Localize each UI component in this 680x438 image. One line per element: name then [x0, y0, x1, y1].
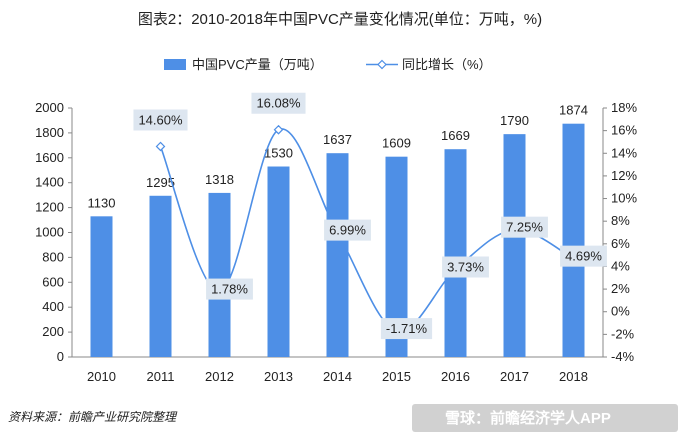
- bar: [326, 153, 349, 357]
- right-axis-tick-label: 12%: [611, 168, 637, 183]
- legend-bar-swatch: [164, 59, 186, 70]
- bar-value-label: 1669: [441, 128, 470, 143]
- growth-value-label: 3.73%: [447, 260, 484, 275]
- x-axis-tick-label: 2012: [205, 369, 234, 384]
- x-axis-tick-label: 2010: [87, 369, 116, 384]
- growth-value-label: 16.08%: [256, 96, 301, 111]
- watermark-text: 雪球：前瞻经济学人APP: [445, 409, 611, 427]
- left-axis-tick-label: 1000: [35, 225, 64, 240]
- x-axis-tick-label: 2014: [323, 369, 352, 384]
- growth-value-label-box: [380, 318, 433, 340]
- growth-value-label-box: [501, 216, 548, 238]
- growth-value-label: -1.71%: [386, 321, 428, 336]
- line-data-labels: 14.60% 1.78% 16.08% 6.99% -1.71% 3.73% 7.25% 4.…: [133, 92, 607, 340]
- growth-value-label-box: [133, 109, 188, 131]
- bar-value-label: 1790: [500, 113, 529, 128]
- bar: [90, 216, 113, 357]
- x-axis-tick-label: 2013: [264, 369, 293, 384]
- bar: [444, 149, 467, 357]
- growth-point: [273, 124, 284, 135]
- bar-value-label: 1130: [88, 195, 116, 210]
- bar: [562, 123, 585, 357]
- left-axis-tick-label: 0: [57, 349, 64, 364]
- left-axis-tick-label: 200: [42, 324, 64, 339]
- growth-value-label-box: [206, 278, 253, 300]
- growth-value-label: 7.25%: [506, 220, 543, 235]
- bar-value-label: 1874: [559, 103, 588, 118]
- left-axis-tick-label: 2000: [35, 100, 64, 115]
- left-axis-tick-label: 1400: [35, 175, 64, 190]
- growth-value-label-box: [251, 92, 306, 114]
- right-axis-tick-label: 4%: [611, 258, 630, 273]
- right-axis-tick-label: -4%: [611, 349, 635, 364]
- x-axis-tick-label: 2016: [441, 369, 470, 384]
- legend: 中国PVC产量（万吨） 同比增长（%）: [164, 57, 492, 72]
- bar-value-label: 1530: [264, 146, 293, 161]
- source-note: 资料来源：前瞻产业研究院整理: [8, 410, 178, 424]
- bar-value-label: 1637: [323, 132, 352, 147]
- left-axis-tick-label: 1600: [35, 150, 64, 165]
- right-axis-tick-label: 18%: [611, 100, 637, 115]
- right-axis-tick-label: 14%: [611, 145, 637, 160]
- growth-value-label-box: [442, 256, 489, 278]
- right-axis-tick-label: -2%: [611, 326, 635, 341]
- bar-series: [90, 123, 585, 357]
- bar-data-labels: 1130 1295 1318 1530 1637 1609 1669 1790 1874: [88, 103, 588, 211]
- growth-value-label-box: [324, 219, 371, 241]
- bar: [503, 134, 526, 357]
- left-axis-tick-label: 400: [42, 299, 64, 314]
- bar: [149, 195, 172, 357]
- legend-line-marker: [377, 59, 387, 70]
- bar: [385, 156, 408, 357]
- legend-bar-label: 中国PVC产量（万吨）: [192, 57, 323, 72]
- right-axis-tick-label: 10%: [611, 191, 637, 206]
- x-axis-tick-label: 2011: [147, 369, 175, 384]
- x-axis-tick-label: 2018: [559, 369, 588, 384]
- x-axis-tick-label: 2015: [382, 369, 411, 384]
- bar: [208, 192, 231, 357]
- growth-value-label: 6.99%: [329, 223, 366, 238]
- watermark: 雪球：前瞻经济学人APP: [412, 404, 678, 432]
- bar-value-label: 1318: [205, 172, 234, 187]
- right-axis-tick-label: 16%: [611, 123, 637, 138]
- left-axis-tick-label: 1200: [35, 200, 64, 215]
- left-axis-tick-label: 600: [42, 274, 64, 289]
- bar: [267, 166, 290, 357]
- right-axis-tick-label: 2%: [611, 281, 630, 296]
- right-axis-tick-label: 8%: [611, 213, 630, 228]
- growth-value-label: 4.69%: [565, 249, 602, 264]
- left-axis-tick-label: 800: [42, 249, 64, 264]
- right-axis-tick-label: 0%: [611, 304, 630, 319]
- chart-title: 图表2：2010-2018年中国PVC产量变化情况(单位：万吨，%): [138, 11, 542, 28]
- watermark-background: [412, 404, 678, 432]
- right-axis: -4% -2% 0% 2% 4% 6% 8% 10% 12% 14% 16% 18%: [602, 100, 637, 364]
- left-axis: 0 200 400 600 800 1000 1200 1400 1600 1800 2000: [35, 100, 73, 364]
- x-axis-tick-label: 2017: [500, 369, 529, 384]
- legend-line-label: 同比增长（%）: [402, 57, 492, 72]
- bar-value-label: 1609: [382, 136, 411, 151]
- x-axis: 2010 2011 2012 2013 2014 2015 2016 2017 2018: [72, 356, 603, 384]
- bar-value-label: 1295: [146, 175, 175, 190]
- growth-value-label: 1.78%: [211, 282, 248, 297]
- growth-value-label: 14.60%: [138, 112, 183, 127]
- growth-point: [155, 141, 166, 152]
- left-axis-tick-label: 1800: [35, 125, 64, 140]
- growth-value-label-box: [560, 245, 607, 267]
- right-axis-tick-label: 6%: [611, 236, 630, 251]
